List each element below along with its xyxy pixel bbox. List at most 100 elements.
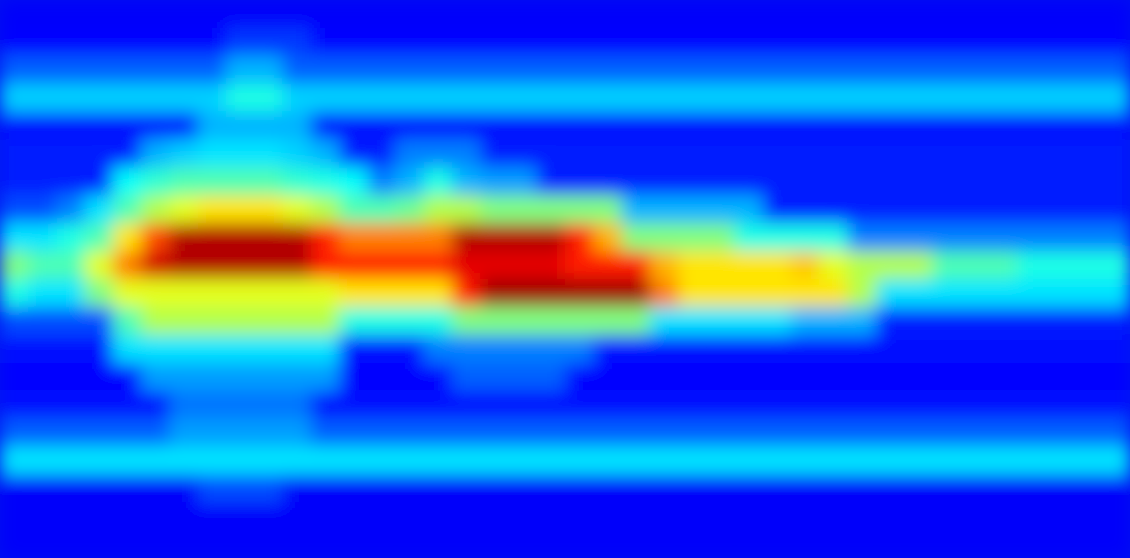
heatmap-cell xyxy=(509,84,538,113)
heatmap-cell xyxy=(678,419,707,448)
heatmap-cell xyxy=(989,28,1018,57)
heatmap-cell xyxy=(876,335,905,364)
heatmap-cell xyxy=(339,223,368,252)
heatmap-cell xyxy=(706,419,735,448)
heatmap-cell xyxy=(537,335,566,364)
heatmap-cell xyxy=(735,391,764,420)
heatmap-cell xyxy=(57,195,86,224)
heatmap-cell xyxy=(932,502,961,531)
heatmap-cell xyxy=(1102,223,1130,252)
heatmap-cell xyxy=(170,363,199,392)
heatmap-cell xyxy=(57,363,86,392)
heatmap-cell xyxy=(424,167,453,196)
heatmap-cell xyxy=(85,363,114,392)
heatmap-cell xyxy=(141,84,170,113)
heatmap-cell xyxy=(1045,474,1074,503)
heatmap-cell xyxy=(961,307,990,336)
heatmap-cell xyxy=(763,307,792,336)
heatmap-cell xyxy=(452,28,481,57)
heatmap-cell xyxy=(1102,530,1130,558)
heatmap-cell xyxy=(1017,140,1046,169)
heatmap-cell xyxy=(57,279,86,308)
heatmap-cell xyxy=(311,112,340,141)
heatmap-cell xyxy=(876,223,905,252)
heatmap-cell xyxy=(1102,195,1130,224)
heatmap-cell xyxy=(170,112,199,141)
heatmap-cell xyxy=(1045,84,1074,113)
heatmap-cell xyxy=(424,112,453,141)
heatmap-cell xyxy=(706,195,735,224)
heatmap-cell xyxy=(565,502,594,531)
heatmap-cell xyxy=(932,56,961,85)
heatmap-cell xyxy=(537,446,566,475)
heatmap-cell xyxy=(509,112,538,141)
heatmap-cell xyxy=(396,307,425,336)
heatmap-cell xyxy=(904,195,933,224)
heatmap-cell xyxy=(1045,112,1074,141)
heatmap-cell xyxy=(593,0,622,29)
heatmap-cell xyxy=(650,446,679,475)
heatmap-cell xyxy=(396,223,425,252)
heatmap-cell xyxy=(904,28,933,57)
heatmap-cell xyxy=(961,167,990,196)
heatmap-cell xyxy=(0,419,29,448)
heatmap-cell xyxy=(198,167,227,196)
heatmap-cell xyxy=(706,446,735,475)
heatmap-cell xyxy=(396,279,425,308)
heatmap-cell xyxy=(113,530,142,558)
heatmap-cell xyxy=(452,391,481,420)
heatmap-cell xyxy=(848,419,877,448)
heatmap-cell xyxy=(311,446,340,475)
heatmap-cell xyxy=(735,195,764,224)
heatmap-cell xyxy=(452,446,481,475)
heatmap-cell xyxy=(28,56,57,85)
heatmap-cell xyxy=(593,391,622,420)
heatmap-cell xyxy=(763,251,792,280)
heatmap-cell xyxy=(226,391,255,420)
heatmap-cell xyxy=(848,56,877,85)
heatmap-cell xyxy=(57,112,86,141)
heatmap-cell xyxy=(339,112,368,141)
heatmap-cell xyxy=(1045,363,1074,392)
heatmap-cell xyxy=(565,167,594,196)
heatmap-cell xyxy=(1102,335,1130,364)
heatmap-cell xyxy=(283,530,312,558)
heatmap-cell xyxy=(311,195,340,224)
heatmap-cell xyxy=(0,335,29,364)
heatmap-cell xyxy=(141,474,170,503)
heatmap-cell xyxy=(650,195,679,224)
heatmap-cell xyxy=(650,251,679,280)
heatmap-cell xyxy=(0,502,29,531)
heatmap-cell xyxy=(622,223,651,252)
heatmap-cell xyxy=(283,419,312,448)
heatmap-cell xyxy=(367,279,396,308)
heatmap-cell xyxy=(735,223,764,252)
heatmap-cell xyxy=(0,28,29,57)
heatmap-cell xyxy=(424,223,453,252)
heatmap-cell xyxy=(311,56,340,85)
heatmap-cell xyxy=(565,140,594,169)
heatmap-cell xyxy=(650,279,679,308)
heatmap-cell xyxy=(650,28,679,57)
heatmap-cell xyxy=(57,446,86,475)
heatmap-cell xyxy=(339,391,368,420)
heatmap-cell xyxy=(170,502,199,531)
heatmap-cell xyxy=(198,474,227,503)
heatmap-cell xyxy=(1017,279,1046,308)
heatmap-cell xyxy=(1074,530,1103,558)
heatmap-cell xyxy=(1074,84,1103,113)
heatmap-cell xyxy=(565,84,594,113)
heatmap-cell xyxy=(311,391,340,420)
heatmap-cell xyxy=(0,223,29,252)
heatmap-cell xyxy=(28,28,57,57)
heatmap-cell xyxy=(904,167,933,196)
heatmap-cell xyxy=(565,195,594,224)
heatmap-cell xyxy=(85,112,114,141)
heatmap-cell xyxy=(254,363,283,392)
heatmap-cell xyxy=(480,279,509,308)
heatmap-cell xyxy=(932,112,961,141)
heatmap-cell xyxy=(509,419,538,448)
heatmap-cell xyxy=(848,112,877,141)
heatmap-cell xyxy=(961,28,990,57)
heatmap-cell xyxy=(85,251,114,280)
